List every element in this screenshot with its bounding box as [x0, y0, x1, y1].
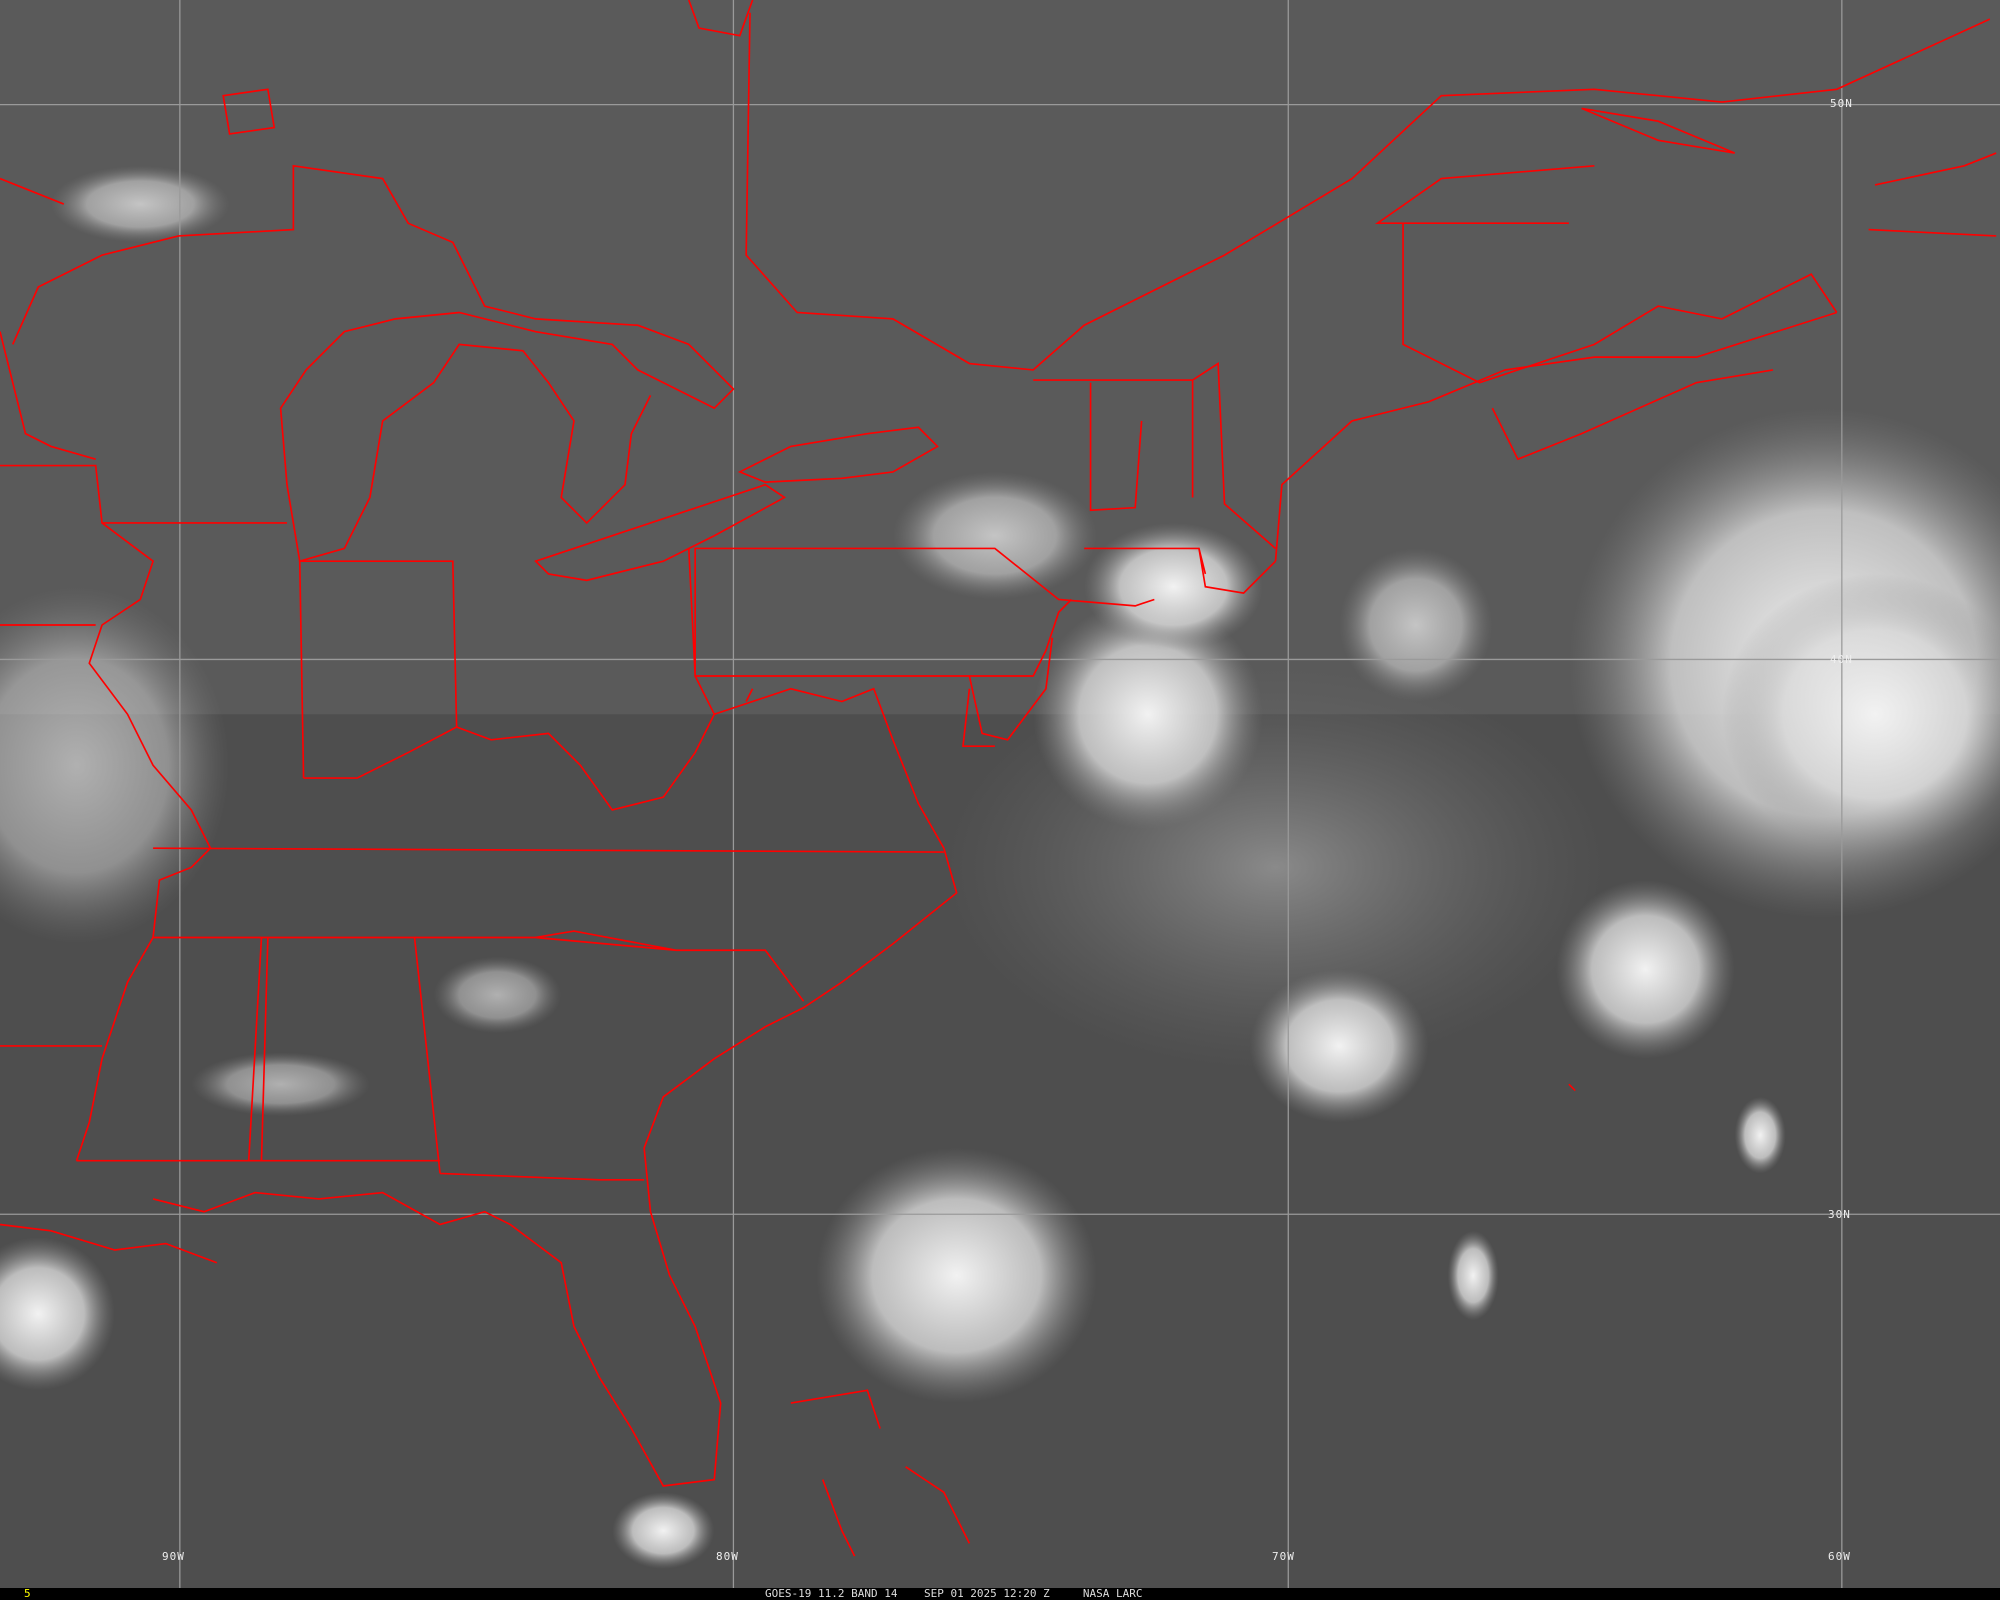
latitude-label-50n: 50N [1830, 97, 1853, 110]
image-source: NASA LARC [1082, 1587, 1143, 1600]
caption-bar: 5 GOES-19 11.2 BAND 14 SEP 01 2025 12:20… [0, 1588, 2000, 1600]
cloud-layer [0, 165, 2000, 1569]
image-caption: GOES-19 11.2 BAND 14 SEP 01 2025 12:20 Z… [765, 1588, 1143, 1600]
longitude-label-80w: 80W [716, 1550, 739, 1563]
satellite-band: GOES-19 11.2 BAND 14 [765, 1587, 898, 1600]
latitude-label-30n: 30N [1828, 1208, 1851, 1221]
longitude-label-90w: 90W [162, 1550, 185, 1563]
political-borders [0, 0, 1997, 1557]
frame-number: 5 [24, 1587, 31, 1600]
longitude-label-70w: 70W [1272, 1550, 1295, 1563]
longitude-label-60w: 60W [1828, 1550, 1851, 1563]
latitude-label-40n: 40N [1830, 653, 1853, 666]
image-datetime: SEP 01 2025 12:20 Z [923, 1587, 1050, 1600]
